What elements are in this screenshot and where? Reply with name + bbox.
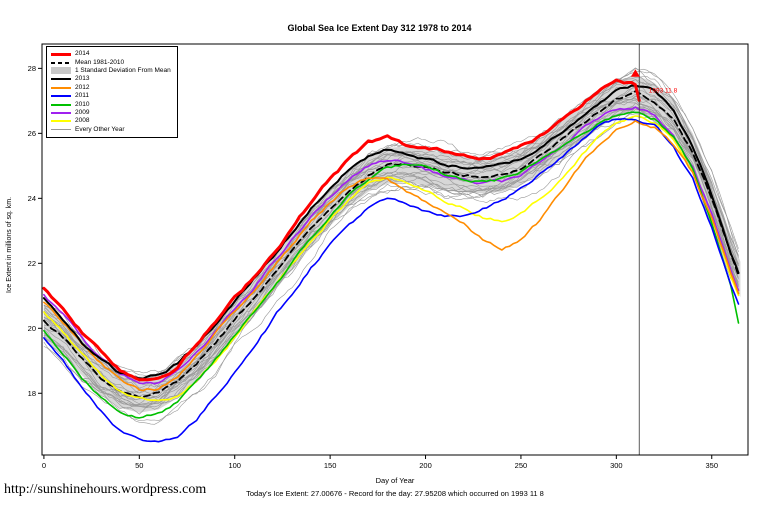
legend-swatch [51,129,71,131]
x-tick-label: 250 [515,461,528,470]
x-tick-label: 50 [135,461,143,470]
legend-swatch [51,52,71,56]
x-tick-label: 300 [610,461,623,470]
chart-title: Global Sea Ice Extent Day 312 1978 to 20… [287,23,472,33]
x-tick-label: 200 [419,461,432,470]
legend-label: 2010 [75,100,90,108]
legend-label: 1 Standard Deviation From Mean [75,66,171,74]
legend-swatch [51,67,71,75]
legend-swatch [51,86,71,89]
legend-item: 2008 [51,117,171,125]
legend-item: 2012 [51,84,171,92]
other-year-line [43,93,739,408]
other-year-line [43,96,739,394]
plot-frame [41,43,749,456]
y-tick-label: 24 [28,194,36,203]
legend-swatch [51,111,71,114]
y-tick-label: 26 [28,129,36,138]
y-tick-label: 28 [28,64,36,73]
x-tick-label: 0 [42,461,46,470]
series-line-2013 [42,84,740,380]
record-marker-icon [630,69,640,77]
other-year-line [43,112,739,410]
series-line-2011 [43,117,740,443]
legend-swatch [51,95,71,98]
series-line-2014 [42,78,641,382]
other-year-line [43,106,739,422]
series-line-2010 [43,111,740,419]
legend-item: 1 Standard Deviation From Mean [51,67,171,75]
legend-label: 2013 [75,75,90,83]
legend-swatch [51,78,71,81]
y-tick-label: 18 [28,389,36,398]
other-year-line [43,101,739,383]
legend-label: Every Other Year [75,125,125,133]
legend-item: 2009 [51,109,171,117]
x-tick-label: 150 [324,461,337,470]
status-caption: Today's Ice Extent: 27.00676 - Record fo… [246,489,544,498]
legend-item: 2014 [51,50,171,58]
series-line-2008 [43,115,740,402]
other-year-line [43,95,739,398]
x-tick-label: 350 [705,461,718,470]
series-line-2012 [43,120,740,392]
legend-swatch [51,120,71,123]
legend-item: Every Other Year [51,126,171,134]
other-year-line [43,84,739,393]
y-tick-label: 22 [28,259,36,268]
x-axis-label: Day of Year [375,476,415,485]
legend-item: 2010 [51,100,171,108]
legend-item: Mean 1981-2010 [51,58,171,66]
series-line-mean-1981-2010 [43,90,740,399]
y-axis-label: Ice Extent in millions of sq. km. [6,196,13,294]
series-line-2009 [43,106,740,385]
legend-label: 2014 [75,50,90,58]
legend-item: 2011 [51,92,171,100]
other-year-line [43,98,739,379]
legend-label: 2008 [75,117,90,125]
x-tick-label: 100 [228,461,241,470]
blog-url-link[interactable]: http://sunshinehours.wordpress.com [4,482,207,497]
legend-label: 2012 [75,83,90,91]
other-year-line [43,97,739,407]
legend-label: Mean 1981-2010 [75,58,125,66]
chart-legend: 2014 Mean 1981-2010 1 Standard Deviation F… [46,46,178,138]
legend-label: 2011 [75,92,89,100]
legend-swatch [51,61,71,64]
legend-label: 2009 [75,108,90,116]
legend-swatch [51,103,71,106]
other-year-line [43,98,739,401]
legend-item: 2013 [51,75,171,83]
record-annotation: 1993 11 8 [649,88,678,95]
y-tick-label: 20 [28,324,36,333]
